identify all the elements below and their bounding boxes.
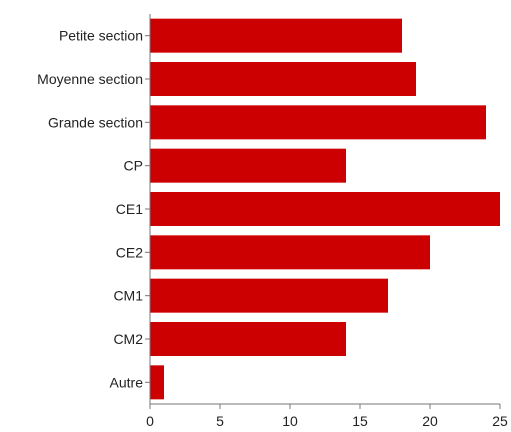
- bar-ce1: [150, 192, 500, 226]
- bar-moyenne-section: [150, 62, 416, 96]
- x-tick-label: 10: [282, 413, 298, 429]
- y-tick-label: CE1: [116, 201, 143, 217]
- y-tick-label: CE2: [116, 244, 143, 260]
- y-tick-label: CM1: [113, 288, 143, 304]
- y-tick-label: CM2: [113, 331, 143, 347]
- bar-autre: [150, 365, 164, 400]
- x-tick-label: 15: [352, 413, 368, 429]
- bar-petite-section: [150, 18, 402, 53]
- bar-cp: [150, 148, 346, 183]
- y-tick-label: Moyenne section: [37, 71, 143, 87]
- x-tick-label: 20: [422, 413, 438, 429]
- y-tick-label: Grande section: [48, 114, 143, 130]
- x-axis: 0 5 10 15 20 25: [146, 403, 508, 429]
- x-tick-label: 0: [146, 413, 154, 429]
- x-tick-label: 5: [216, 413, 224, 429]
- bar-grande-section: [150, 105, 486, 140]
- x-tick-label: 25: [492, 413, 508, 429]
- bar-cm1: [150, 278, 388, 313]
- y-tick-label: Autre: [110, 374, 144, 390]
- y-tick-label: Petite section: [59, 28, 143, 44]
- bar-ce2: [150, 235, 430, 270]
- bar-cm2: [150, 322, 346, 356]
- y-tick-label: CP: [124, 158, 143, 174]
- bars-group: [150, 18, 500, 400]
- y-axis: Petite section Moyenne section Grande sect…: [37, 14, 151, 404]
